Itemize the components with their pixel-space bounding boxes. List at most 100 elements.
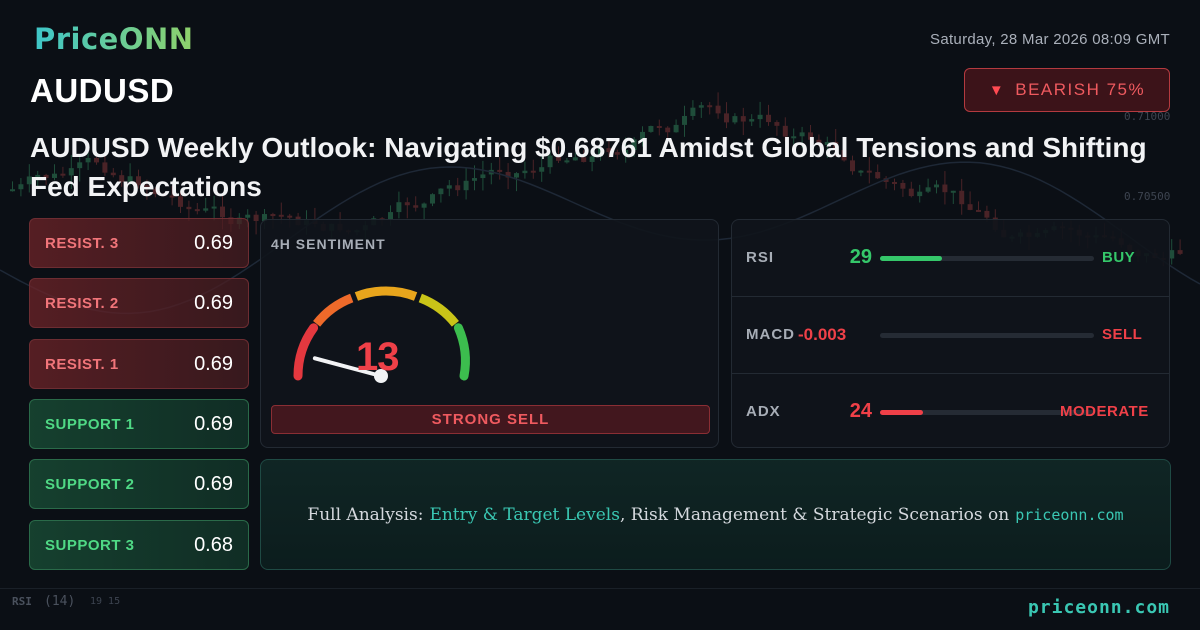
sentiment-title: 4H SENTIMENT <box>271 236 386 252</box>
symbol-title: AUDUSD <box>30 72 175 109</box>
bg-candle-body <box>581 157 587 162</box>
bg-candle-body <box>446 185 452 189</box>
bg-candle-body <box>690 107 696 116</box>
bg-candle-body <box>438 188 444 195</box>
bg-candle-body <box>539 167 545 172</box>
bg-candle-body <box>740 116 746 122</box>
bg-candle-body <box>253 214 259 221</box>
gauge-pivot <box>374 369 388 383</box>
bg-candle-body <box>925 187 931 192</box>
bg-candle-body <box>497 169 503 172</box>
bg-candle-body <box>10 189 15 192</box>
indicator-bar-fill <box>880 410 923 415</box>
bg-candle-body <box>917 191 923 197</box>
bg-candle-body <box>211 206 217 209</box>
bg-candle-body <box>732 116 738 123</box>
full-analysis-banner[interactable]: Full Analysis: Entry & Target Levels, Ri… <box>260 459 1171 570</box>
bg-candle-body <box>18 184 24 190</box>
bg-candle-body <box>186 206 192 210</box>
indicator-signal: SELL <box>1102 326 1143 343</box>
bg-candle-body <box>791 136 797 139</box>
down-triangle-icon: ▼ <box>988 81 1006 99</box>
level-label: RESIST. 1 <box>45 355 119 373</box>
bg-candle-body <box>850 160 855 172</box>
bg-candle-body <box>77 162 83 169</box>
bg-candle-body <box>892 181 897 184</box>
bg-candle-body <box>43 174 49 178</box>
bg-candle-body <box>94 157 99 163</box>
bg-candle-body <box>589 156 595 162</box>
bg-candle-body <box>480 174 486 179</box>
bg-candle-body <box>942 184 948 193</box>
bg-candle-body <box>85 157 91 163</box>
bg-candle-body <box>656 126 662 129</box>
bg-candle-body <box>875 172 881 179</box>
bg-candle-body <box>413 205 419 208</box>
bg-candle-body <box>648 126 654 132</box>
bg-candle-body <box>799 132 805 137</box>
bg-candle-body <box>614 152 620 155</box>
level-value: 0.69 <box>194 352 233 375</box>
brand-logo[interactable]: PriceONN <box>34 22 194 56</box>
bg-candle-body <box>841 150 847 161</box>
bg-candle-body <box>102 162 108 173</box>
level-support-1: SUPPORT 1 0.69 <box>29 399 249 449</box>
bg-candle-body <box>774 122 780 126</box>
bg-rsi-period: (14) <box>44 594 76 609</box>
indicator-name: RSI <box>746 249 775 266</box>
bg-candle-body <box>950 190 956 193</box>
bg-candle-body <box>606 148 612 153</box>
bg-candle-body <box>698 105 704 108</box>
headline[interactable]: AUDUSD Weekly Outlook: Navigating $0.687… <box>30 132 1147 202</box>
bg-candle-body <box>959 190 965 205</box>
bg-candle-body <box>60 173 66 176</box>
bg-candle-body <box>1169 250 1175 259</box>
cta-highlight-link[interactable]: Entry & Target Levels <box>429 504 620 525</box>
indicator-row-macd: MACD -0.003 SELL <box>732 296 1169 372</box>
bg-candle-body <box>220 206 225 218</box>
bg-candle-body <box>52 173 57 178</box>
bg-candle-body <box>278 214 284 217</box>
level-label: SUPPORT 1 <box>45 415 135 433</box>
bg-candle-body <box>421 203 427 208</box>
bg-candle-body <box>547 155 553 168</box>
bg-candle-body <box>514 173 519 178</box>
bg-candle-body <box>472 178 477 181</box>
indicator-bar <box>880 256 1094 261</box>
level-value: 0.69 <box>194 291 233 314</box>
level-value: 0.69 <box>194 472 233 495</box>
bg-candle-body <box>287 215 293 218</box>
indicator-name: MACD <box>746 326 795 343</box>
level-resist-3: RESIST. 3 0.69 <box>29 218 249 268</box>
bg-candle-body <box>564 160 570 163</box>
bg-candle-body <box>169 195 175 198</box>
indicator-row-rsi: RSI 29 BUY <box>732 220 1169 296</box>
indicator-bar-fill <box>880 256 943 261</box>
level-value: 0.68 <box>194 533 233 556</box>
bg-candle-body <box>976 209 981 212</box>
bg-candle-body <box>572 157 578 161</box>
bg-candle-body <box>866 170 872 173</box>
indicator-bar <box>880 333 1094 338</box>
bg-candle-body <box>782 125 788 137</box>
bg-price-label: 0.71000 <box>1124 110 1171 123</box>
bg-candle-body <box>194 209 200 212</box>
footer-domain-link[interactable]: priceonn.com <box>1027 597 1170 618</box>
divider <box>0 588 1200 589</box>
bg-candle-body <box>623 149 629 155</box>
cta-domain-link[interactable]: priceonn.com <box>1015 505 1124 524</box>
sentiment-score: 13 <box>356 335 399 379</box>
bg-candle-body <box>396 202 402 213</box>
level-label: RESIST. 3 <box>45 234 119 252</box>
level-value: 0.69 <box>194 412 233 435</box>
indicator-row-adx: ADX 24 MODERATE <box>732 373 1169 447</box>
bg-candle-body <box>245 214 251 218</box>
bg-candle-body <box>673 124 679 133</box>
bg-candle-body <box>967 204 973 210</box>
bg-candle-body <box>724 113 729 123</box>
indicator-value: 29 <box>849 246 872 268</box>
bg-candle-body <box>631 139 637 150</box>
cta-middle: , Risk Management & Strategic Scenarios … <box>619 504 1010 525</box>
bg-candle-body <box>598 148 603 157</box>
bg-candle-body <box>119 175 125 182</box>
